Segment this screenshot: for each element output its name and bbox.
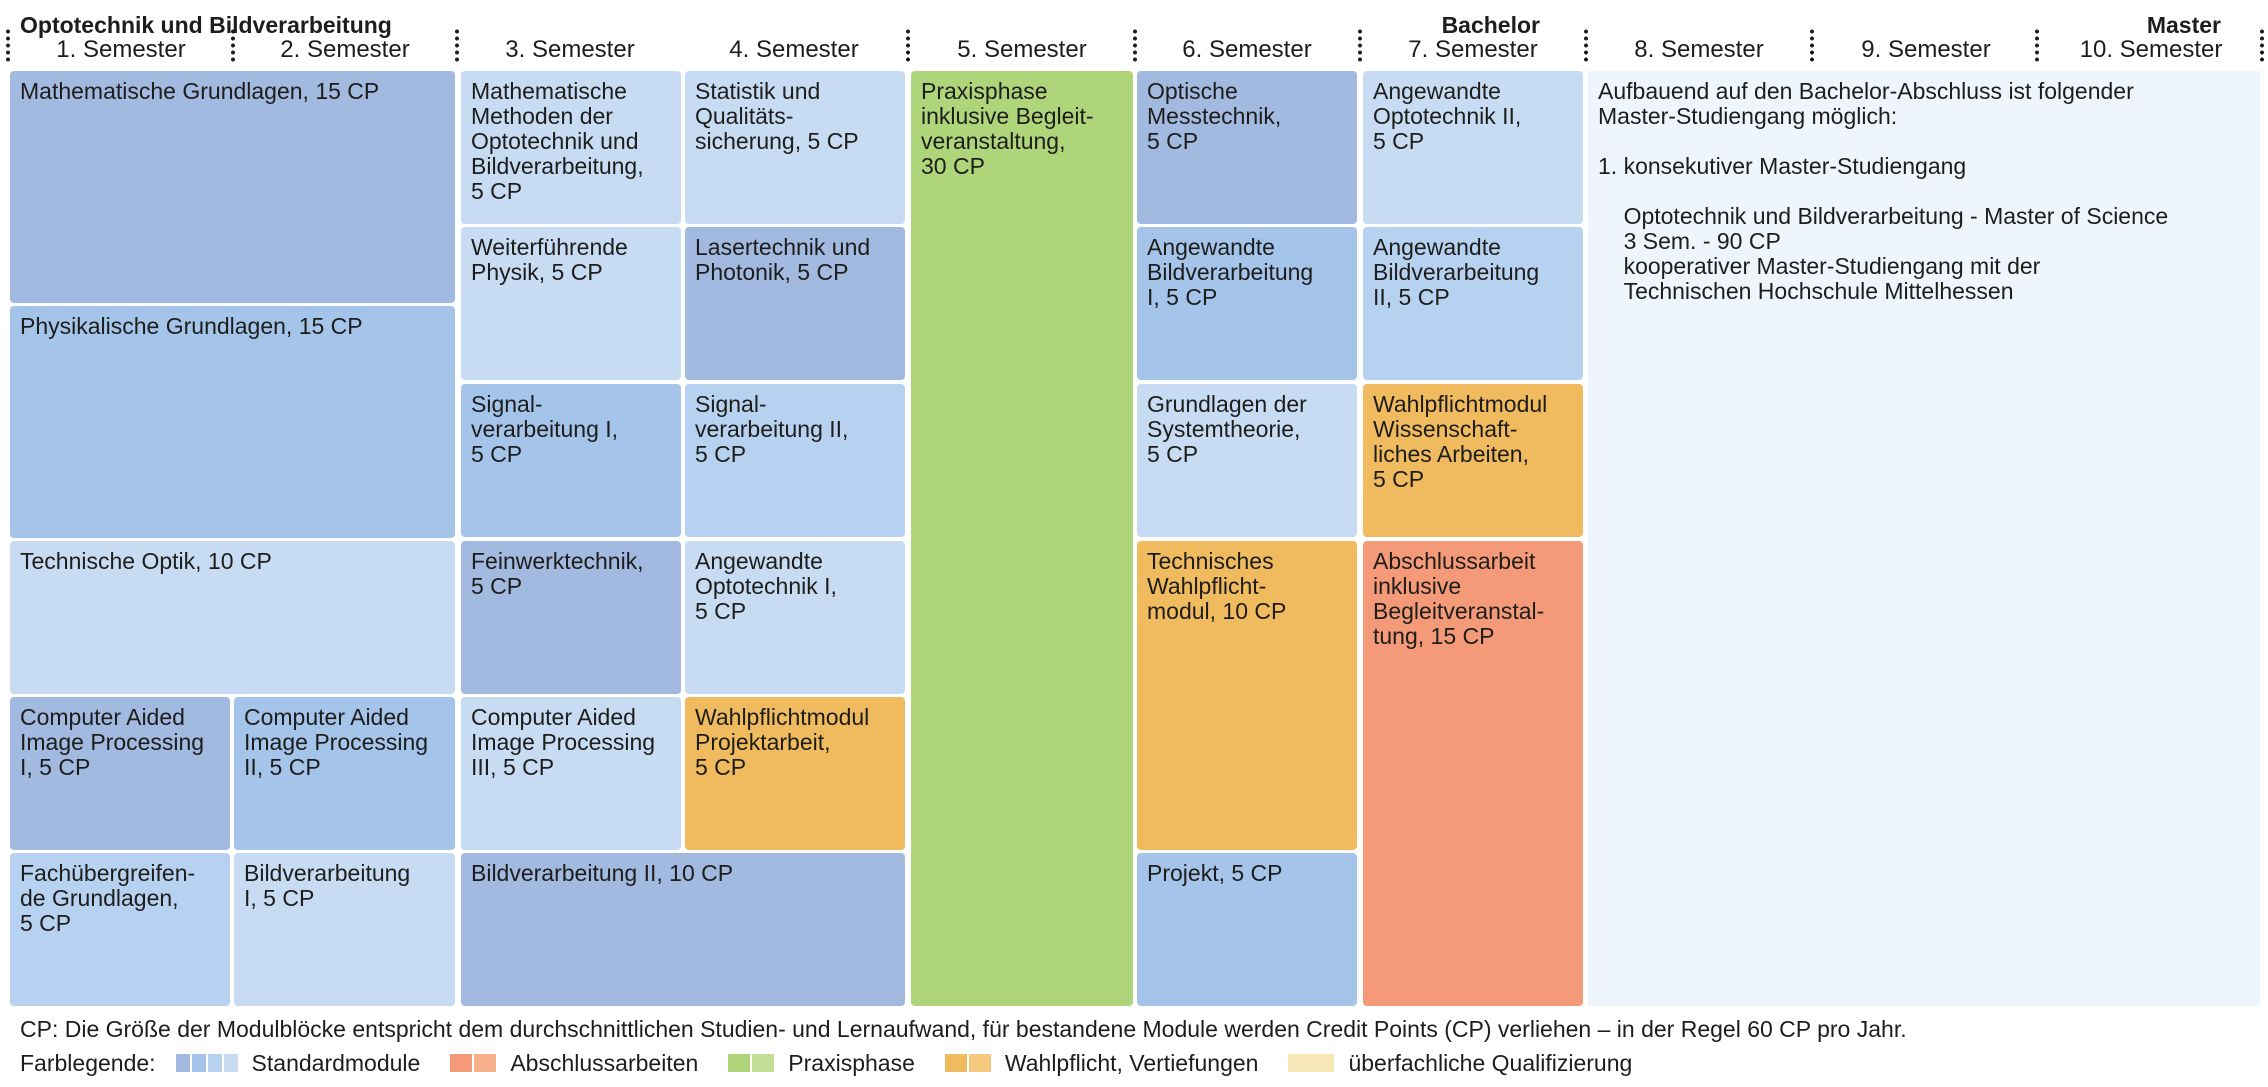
legend-item-standard: Standardmodule — [175, 1049, 421, 1077]
module-physikalische-grundlagen: Physikalische Grundlagen, 15 CP — [10, 306, 455, 538]
module-fachuebergreifende-grundlagen: Fachübergreifen- de Grundlagen, 5 CP — [10, 853, 230, 1006]
legend-label-qualification: überfachliche Qualifizierung — [1348, 1049, 1633, 1076]
module-projekt: Projekt, 5 CP — [1137, 853, 1357, 1006]
legend-item-elective: Wahlpflicht, Vertiefungen — [944, 1049, 1259, 1077]
separator-9-10 — [2035, 28, 2039, 62]
module-statistik-qualitaetssicherung: Statistik und Qualitäts- sicherung, 5 CP — [685, 71, 905, 224]
module-signalverarbeitung-2: Signal- verarbeitung II, 5 CP — [685, 384, 905, 537]
module-wahlpflicht-projektarbeit: Wahlpflichtmodul Projektarbeit, 5 CP — [685, 697, 905, 850]
legend-swatch-thesis — [450, 1054, 498, 1072]
legend-swatch-elective — [944, 1054, 993, 1072]
legend-label-standard: Standardmodule — [251, 1049, 421, 1076]
module-cai-processing-3: Computer Aided Image Processing III, 5 C… — [461, 697, 681, 850]
semester-9-header: 9. Semester — [1861, 36, 1991, 63]
legend-swatch-standard — [175, 1054, 240, 1072]
module-angewandte-bildverarbeitung-2: Angewandte Bildverarbeitung II, 5 CP — [1363, 227, 1583, 380]
legend-item-qualification: überfachliche Qualifizierung — [1288, 1050, 1632, 1077]
separator-7-8 — [1584, 28, 1588, 62]
module-signalverarbeitung-1: Signal- verarbeitung I, 5 CP — [461, 384, 681, 537]
module-wahlpflicht-wissenschaftliches-arbeiten: Wahlpflichtmodul Wissenschaft- liches Ar… — [1363, 384, 1583, 537]
module-cai-processing-1: Computer Aided Image Processing I, 5 CP — [10, 697, 230, 850]
module-optische-messtechnik: Optische Messtechnik, 5 CP — [1137, 71, 1357, 224]
module-technisches-wahlpflichtmodul: Technisches Wahlpflicht- modul, 10 CP — [1137, 541, 1357, 850]
legend-swatch-qualification — [1288, 1054, 1336, 1072]
master-label: Master — [2146, 12, 2221, 38]
legend-label-practice: Praxisphase — [788, 1049, 915, 1076]
color-legend: Farblegende: Standardmodule Abschlussarb… — [20, 1049, 1662, 1077]
module-grundlagen-systemtheorie: Grundlagen der Systemtheorie, 5 CP — [1137, 384, 1357, 537]
module-mathematische-methoden: Mathematische Methoden der Optotechnik u… — [461, 71, 681, 224]
legend-title: Farblegende: — [20, 1049, 156, 1076]
separator-2-3 — [455, 28, 459, 62]
module-angewandte-optotechnik-1: Angewandte Optotechnik I, 5 CP — [685, 541, 905, 694]
module-angewandte-bildverarbeitung-1: Angewandte Bildverarbeitung I, 5 CP — [1137, 227, 1357, 380]
separator-6-7 — [1358, 28, 1362, 62]
separator-5-6 — [1133, 28, 1137, 62]
separator-1-2 — [231, 28, 235, 62]
semester-4-header: 4. Semester — [729, 36, 859, 63]
semester-3-header: 3. Semester — [505, 36, 635, 63]
bachelor-label: Bachelor — [1441, 12, 1540, 38]
module-feinwerktechnik: Feinwerktechnik, 5 CP — [461, 541, 681, 694]
module-abschlussarbeit: Abschlussarbeit inklusive Begleitveranst… — [1363, 541, 1583, 1006]
module-technische-optik: Technische Optik, 10 CP — [10, 541, 455, 694]
legend-item-thesis: Abschlussarbeiten — [450, 1050, 698, 1077]
cp-footnote: CP: Die Größe der Modulblöcke entspricht… — [20, 1016, 1907, 1042]
semester-5-header: 5. Semester — [957, 36, 1087, 63]
module-lasertechnik-photonik: Lasertechnik und Photonik, 5 CP — [685, 227, 905, 380]
module-cai-processing-2: Computer Aided Image Processing II, 5 CP — [234, 697, 455, 850]
separator-right-edge — [2260, 28, 2264, 62]
master-info-panel: Aufbauend auf den Bachelor-Abschluss ist… — [1588, 71, 2260, 1006]
semester-10-header: 10. Semester — [2079, 36, 2223, 63]
module-bildverarbeitung-2: Bildverarbeitung II, 10 CP — [461, 853, 905, 1006]
program-title: Optotechnik und Bildverarbeitung — [20, 12, 392, 38]
semester-2-header: 2. Semester — [280, 36, 410, 63]
semester-1-header: 1. Semester — [56, 36, 186, 63]
legend-item-practice: Praxisphase — [728, 1050, 915, 1077]
module-mathematische-grundlagen: Mathematische Grundlagen, 15 CP — [10, 71, 455, 303]
separator-8-9 — [1810, 28, 1814, 62]
legend-label-elective: Wahlpflicht, Vertiefungen — [1004, 1049, 1259, 1076]
separator-4-5 — [906, 28, 910, 62]
legend-swatch-practice — [728, 1054, 776, 1072]
semester-8-header: 8. Semester — [1634, 36, 1764, 63]
module-bildverarbeitung-1: Bildverarbeitung I, 5 CP — [234, 853, 455, 1006]
module-angewandte-optotechnik-2: Angewandte Optotechnik II, 5 CP — [1363, 71, 1583, 224]
legend-label-thesis: Abschlussarbeiten — [510, 1049, 699, 1076]
module-praxisphase: Praxisphase inklusive Begleit- veranstal… — [911, 71, 1133, 1006]
semester-6-header: 6. Semester — [1182, 36, 1312, 63]
semester-7-header: 7. Semester — [1408, 36, 1538, 63]
separator-left-edge — [6, 28, 10, 62]
module-weiterfuehrende-physik: Weiterführende Physik, 5 CP — [461, 227, 681, 380]
